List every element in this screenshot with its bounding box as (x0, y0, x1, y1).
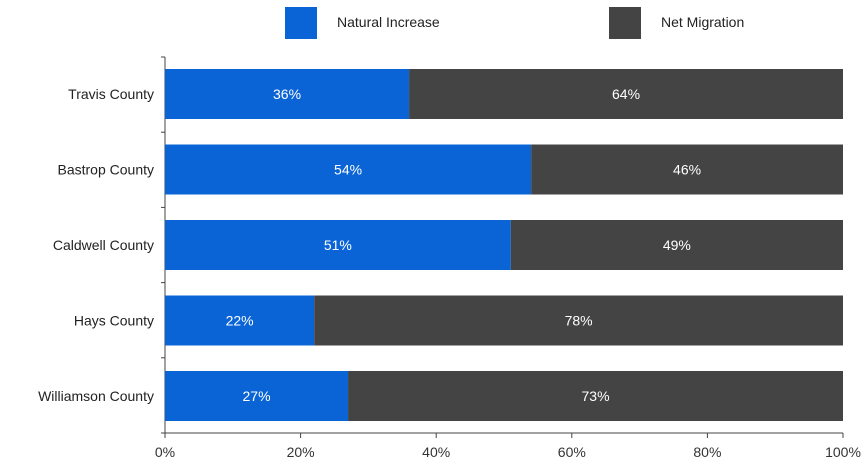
legend-swatch (609, 7, 641, 39)
axes: 0% 20% 40% 60% 80% 100% (155, 56, 861, 460)
legend-swatch (285, 7, 317, 39)
data-label: 49% (663, 237, 691, 253)
bar-segment-net-migration (348, 371, 843, 421)
bar-segment-net-migration (409, 69, 843, 119)
x-tick-label: 100% (825, 444, 861, 460)
labels: Travis County 36% 64% Bastrop County 54% 46% C… (38, 86, 701, 404)
bar-segment-natural-increase (165, 371, 349, 421)
x-tick-label: 0% (155, 444, 175, 460)
data-label: 46% (673, 162, 701, 178)
data-label: 22% (226, 313, 254, 329)
bar-segment-natural-increase (165, 144, 532, 195)
data-label: 51% (324, 237, 352, 253)
data-label: 64% (612, 86, 640, 102)
bars (165, 69, 843, 421)
x-tick-label: 20% (287, 444, 315, 460)
bar-segment-natural-increase (165, 69, 410, 119)
x-tick-label: 80% (693, 444, 721, 460)
data-label: 54% (334, 162, 362, 178)
data-label: 73% (582, 388, 610, 404)
bar-segment-natural-increase (165, 295, 315, 346)
legend: Natural Increase Net Migration (285, 7, 744, 39)
bar-segment-net-migration (510, 220, 843, 270)
data-label: 36% (273, 86, 301, 102)
data-label: 78% (565, 313, 593, 329)
category-label: Williamson County (38, 388, 154, 404)
category-label: Bastrop County (58, 162, 155, 178)
legend-label: Natural Increase (337, 14, 440, 30)
category-label: Travis County (68, 86, 154, 102)
bar-segment-natural-increase (165, 220, 511, 270)
category-label: Hays County (74, 313, 154, 329)
bar-segment-net-migration (314, 295, 843, 346)
legend-label: Net Migration (661, 14, 744, 30)
data-label: 27% (243, 388, 271, 404)
x-tick-label: 60% (558, 444, 586, 460)
x-tick-label: 40% (422, 444, 450, 460)
bar-segment-net-migration (531, 144, 843, 195)
category-label: Caldwell County (53, 237, 154, 253)
